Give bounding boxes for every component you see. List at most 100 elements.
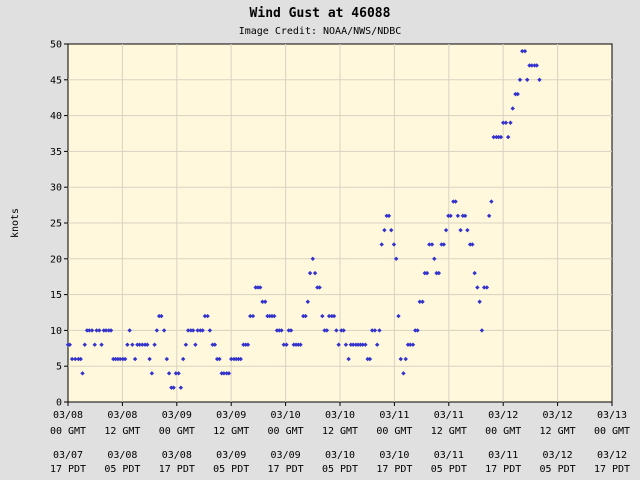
data-point bbox=[193, 342, 198, 347]
data-point bbox=[532, 63, 537, 68]
data-point bbox=[522, 48, 528, 54]
data-point bbox=[101, 328, 107, 333]
data-point bbox=[365, 356, 370, 362]
data-point bbox=[320, 313, 325, 319]
data-point bbox=[489, 199, 494, 204]
x-tick-pdt-time: 17 PDT bbox=[485, 464, 521, 475]
data-point bbox=[120, 356, 126, 362]
y-tick-label: 10 bbox=[50, 326, 62, 337]
data-point bbox=[398, 356, 403, 362]
x-tick-gmt-date: 03/11 bbox=[379, 410, 409, 421]
x-tick-gmt-time: 12 GMT bbox=[540, 426, 576, 437]
data-point bbox=[277, 328, 282, 333]
data-point bbox=[286, 328, 291, 333]
y-tick-label: 5 bbox=[56, 362, 62, 373]
x-tick-gmt-date: 03/08 bbox=[107, 410, 137, 421]
data-point bbox=[130, 342, 135, 347]
data-point bbox=[334, 328, 339, 333]
data-point bbox=[296, 342, 301, 347]
data-point bbox=[301, 313, 306, 319]
data-point bbox=[200, 328, 205, 333]
x-tick-pdt-date: 03/09 bbox=[271, 450, 301, 461]
data-point bbox=[152, 342, 157, 347]
data-point bbox=[505, 134, 511, 140]
data-point bbox=[396, 313, 401, 319]
data-point bbox=[94, 328, 99, 333]
data-point bbox=[537, 77, 542, 82]
data-point bbox=[117, 356, 123, 362]
data-point bbox=[272, 313, 277, 319]
data-point bbox=[263, 299, 268, 304]
x-tick-gmt-date: 03/09 bbox=[162, 410, 192, 421]
data-point bbox=[460, 213, 466, 219]
data-point bbox=[448, 213, 453, 219]
chart-subtitle: Image Credit: NOAA/NWS/NDBC bbox=[239, 26, 402, 37]
y-axis: 0 5 10 15 20 25 30 35 40 45 50 bbox=[50, 40, 68, 409]
data-point bbox=[82, 342, 87, 347]
x-tick-gmt-time: 00 GMT bbox=[50, 426, 86, 437]
data-point bbox=[231, 356, 237, 362]
data-point bbox=[432, 256, 437, 261]
data-point bbox=[441, 242, 447, 247]
x-tick-pdt-time: 05 PDT bbox=[431, 464, 467, 475]
data-point bbox=[401, 371, 406, 376]
data-point bbox=[341, 328, 346, 333]
data-point bbox=[255, 285, 261, 290]
data-point bbox=[520, 48, 525, 54]
grid-lines bbox=[68, 44, 612, 402]
y-tick-label: 20 bbox=[50, 254, 62, 265]
x-tick-pdt-date: 03/08 bbox=[162, 450, 192, 461]
data-point bbox=[127, 328, 132, 333]
data-point bbox=[394, 256, 399, 261]
data-point bbox=[284, 342, 289, 347]
data-point bbox=[69, 356, 75, 362]
data-point bbox=[379, 242, 384, 247]
data-point bbox=[369, 328, 375, 333]
data-point bbox=[269, 313, 275, 319]
x-tick-gmt-time: 00 GMT bbox=[594, 426, 630, 437]
data-point bbox=[453, 199, 458, 204]
data-point bbox=[106, 328, 111, 333]
data-point bbox=[103, 328, 109, 333]
data-point bbox=[298, 342, 303, 347]
data-point bbox=[221, 371, 227, 376]
data-point bbox=[329, 313, 335, 319]
x-tick-gmt-time: 12 GMT bbox=[104, 426, 140, 437]
data-point bbox=[475, 285, 480, 290]
data-point bbox=[154, 328, 160, 333]
data-point bbox=[484, 285, 490, 290]
data-points bbox=[65, 48, 542, 390]
data-point bbox=[377, 328, 382, 333]
data-point bbox=[486, 213, 492, 219]
data-point bbox=[229, 356, 234, 362]
data-point bbox=[391, 242, 397, 247]
data-point bbox=[173, 371, 179, 376]
data-point bbox=[408, 342, 413, 347]
data-point bbox=[115, 356, 121, 362]
data-point bbox=[198, 328, 203, 333]
data-point bbox=[108, 328, 114, 333]
data-point bbox=[226, 371, 232, 376]
x-tick-pdt-time: 17 PDT bbox=[50, 464, 86, 475]
data-point bbox=[202, 313, 208, 319]
data-point bbox=[420, 299, 425, 304]
y-axis-label: knots bbox=[10, 208, 21, 238]
data-point bbox=[403, 356, 408, 362]
x-tick-pdt-time: 17 PDT bbox=[159, 464, 195, 475]
data-point bbox=[166, 371, 172, 376]
data-point bbox=[374, 342, 380, 347]
x-tick-pdt-date: 03/12 bbox=[543, 450, 573, 461]
data-point bbox=[303, 313, 308, 319]
x-tick-pdt-time: 05 PDT bbox=[213, 464, 249, 475]
data-point bbox=[384, 213, 389, 219]
data-point bbox=[455, 213, 461, 219]
data-point bbox=[479, 328, 485, 333]
data-point bbox=[517, 77, 523, 82]
data-point bbox=[317, 285, 322, 290]
x-tick-pdt-date: 03/10 bbox=[379, 450, 409, 461]
data-point bbox=[446, 213, 451, 219]
data-point bbox=[207, 328, 213, 333]
data-point bbox=[73, 356, 78, 362]
data-point bbox=[147, 356, 152, 362]
